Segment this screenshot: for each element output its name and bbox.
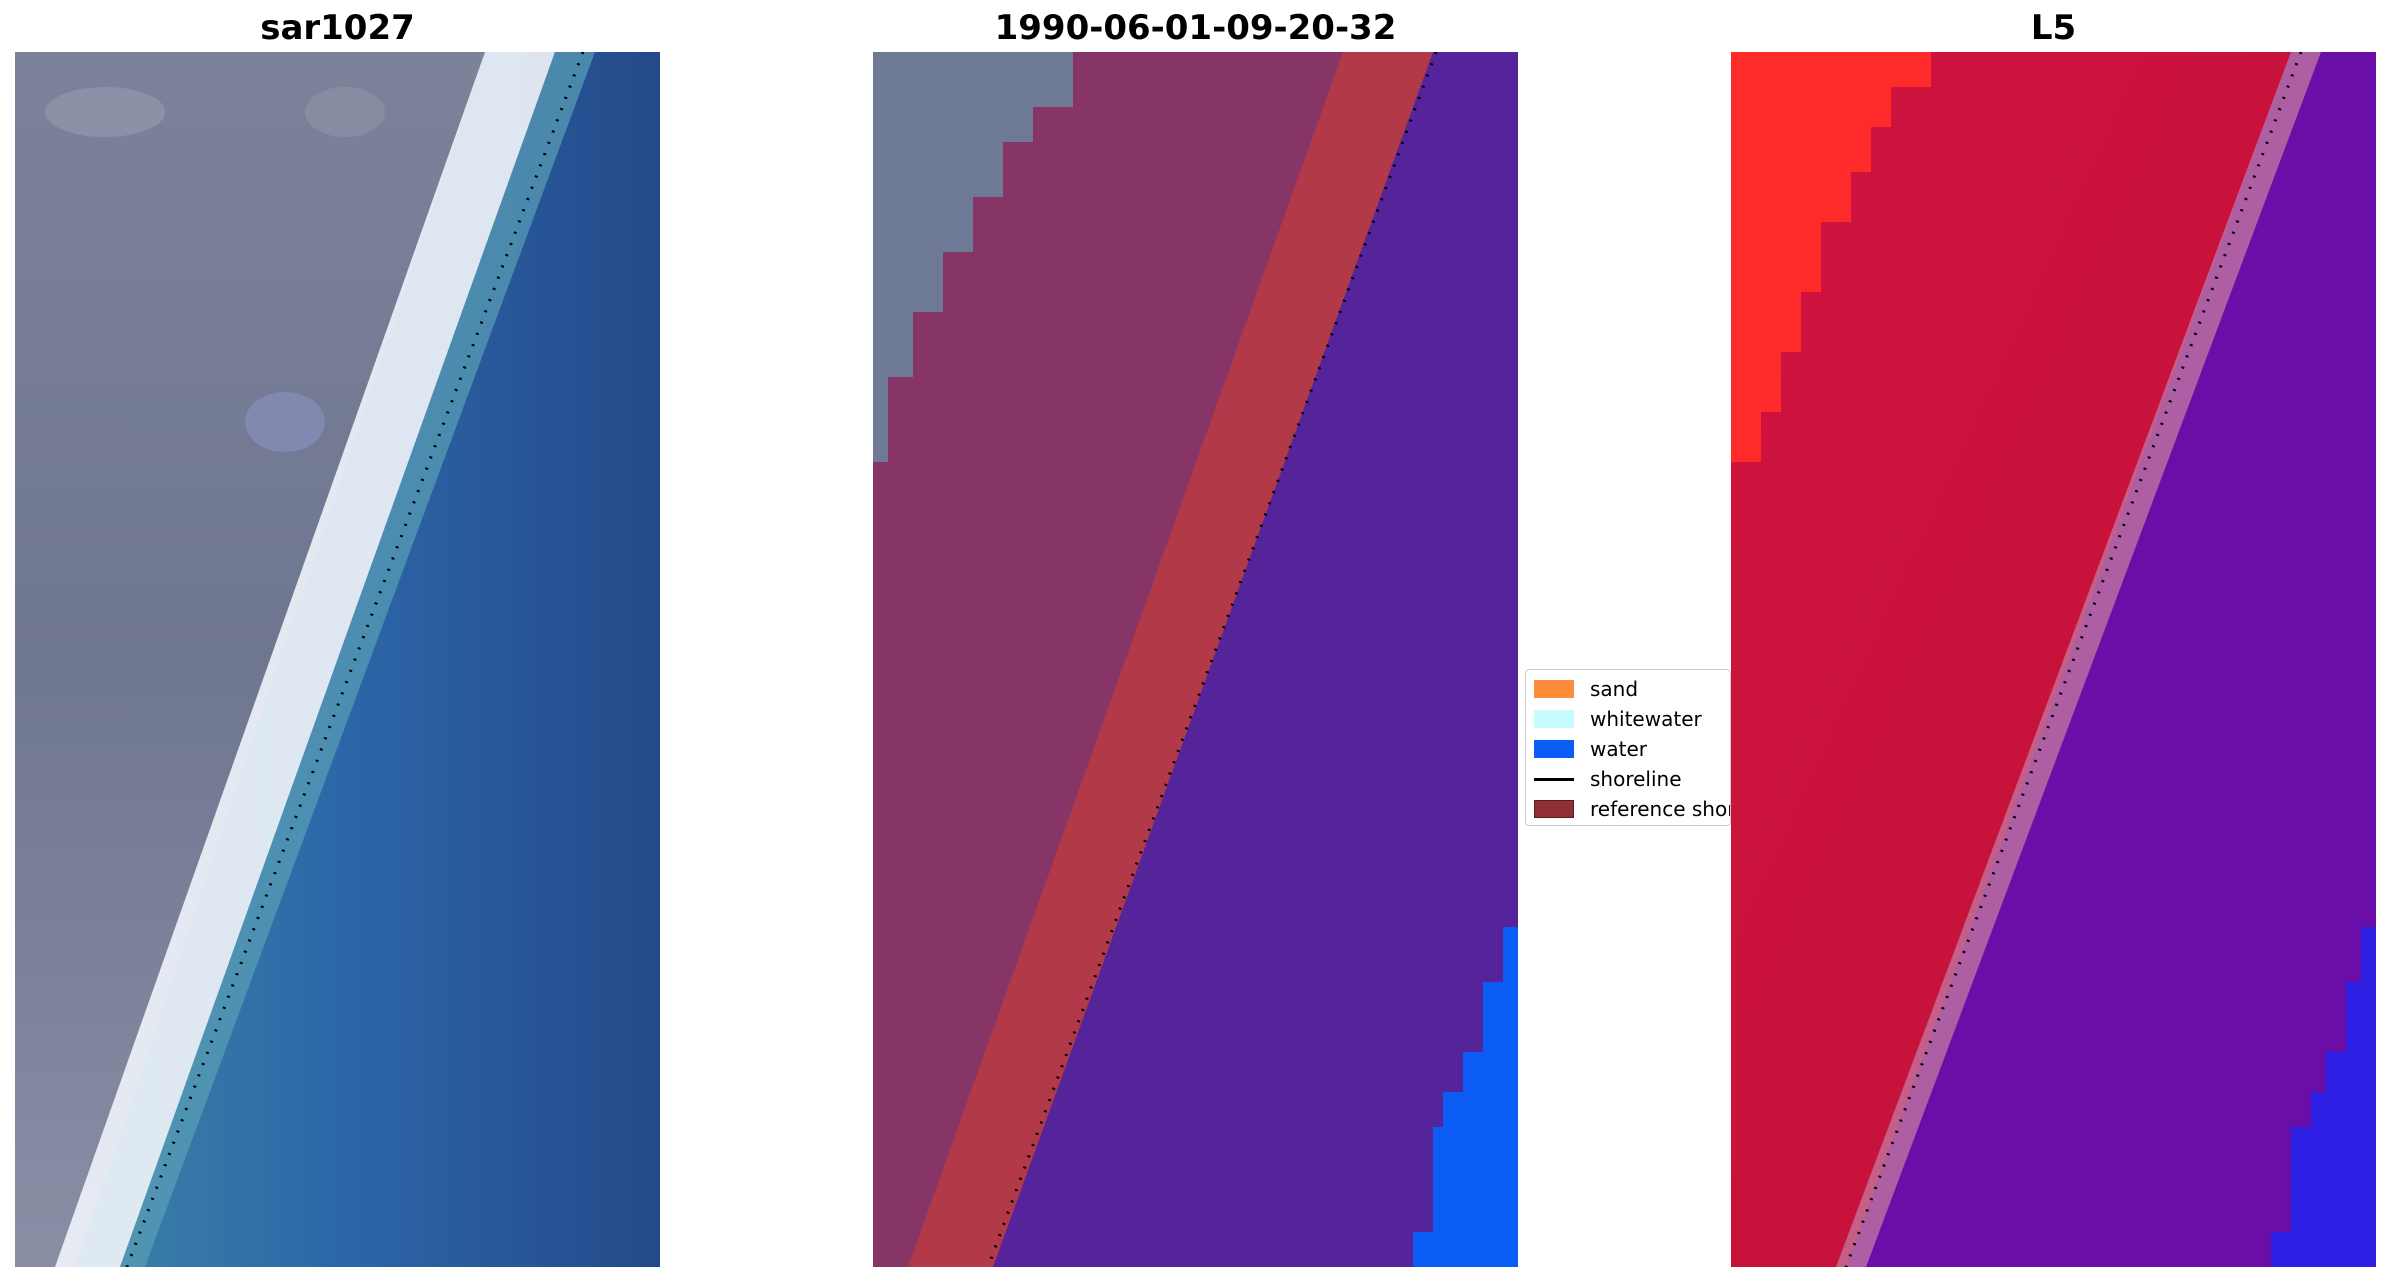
rgb-surf-band [120,52,595,1267]
legend-item-water: water [1534,737,1647,761]
rgb-land-patch [45,87,165,137]
legend-line-shoreline [1534,777,1574,781]
rgb-land-patch [245,392,325,452]
index-land-area [1731,52,2291,1267]
legend: sand whitewater water shoreline referenc… [1525,669,1731,826]
rgb-land-patch [305,87,385,137]
legend-item-whitewater: whitewater [1534,707,1702,731]
classified-unclassified-area [873,52,1073,462]
legend-item-sand: sand [1534,677,1639,701]
legend-label: shoreline [1590,767,1682,791]
legend-swatch-water [1534,740,1574,758]
legend-swatch-reference-shoreline [1534,800,1574,818]
legend-swatch-whitewater [1534,710,1574,728]
index-image-panel [1731,52,2376,1267]
legend-item-reference-shoreline: reference shoreline [1534,797,1731,821]
shoreline-dotted [125,52,585,1267]
index-land-hot-area [1731,52,1931,462]
legend-item-shoreline: shoreline [1534,767,1682,791]
classified-image-panel [873,52,1518,1267]
rgb-beach-band [55,52,555,1267]
legend-label: sand [1590,677,1639,701]
index-water-blue [2271,927,2376,1267]
classified-land-area [873,52,1343,1267]
legend-label: reference shoreline [1590,797,1731,821]
legend-label: water [1590,737,1647,761]
shoreline-dotted [1844,52,2303,1267]
reference-shoreline-band [908,52,1433,1267]
rgb-land-area [15,52,485,1267]
legend-swatch-sand [1534,680,1574,698]
panel-title-rgb: sar1027 [260,8,415,48]
panel-title-index: L5 [2030,8,2077,48]
legend-label: whitewater [1590,707,1702,731]
panel-title-classified: 1990-06-01-09-20-32 [994,8,1397,48]
classified-water-bright [1413,927,1518,1267]
index-transition-band [1836,52,2321,1267]
rgb-image-panel [15,52,660,1267]
